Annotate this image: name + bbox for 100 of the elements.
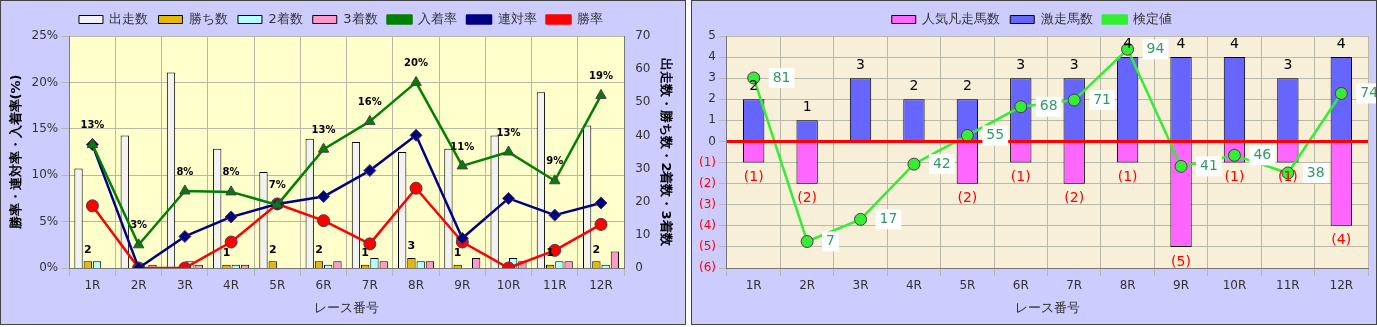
data-label: 17 <box>879 210 898 227</box>
y2-tick-label: 60 <box>635 61 651 76</box>
x-tick-label: 8R <box>1119 278 1136 293</box>
legend-label: 人気凡走馬数 <box>922 10 1001 26</box>
x-tick-label: 1R <box>84 278 101 293</box>
y-tick-label: (4) <box>699 217 716 232</box>
y-tick-label: 10% <box>31 167 59 182</box>
x-tick-label: 12R <box>589 278 613 293</box>
data-label: 4 <box>1336 34 1346 51</box>
data-label: (1) <box>1010 168 1031 185</box>
y-tick-label: 4 <box>708 49 716 64</box>
y2-tick-label: 40 <box>635 127 651 142</box>
legend-label: 出走数 <box>109 10 149 26</box>
x-tick-label: 11R <box>542 278 567 293</box>
y-tick-label: (5) <box>699 239 716 254</box>
y-tick-label: 0% <box>39 260 59 275</box>
y2-tick-label: 70 <box>635 28 651 43</box>
data-label: 2 <box>962 76 972 93</box>
data-label: 71 <box>1093 90 1112 107</box>
data-label: (2) <box>957 189 978 206</box>
legend-label: 連対率 <box>497 10 537 26</box>
data-label: 3 <box>1283 55 1293 72</box>
x-tick-label: 10R <box>496 278 521 293</box>
x-tick-label: 2R <box>799 278 816 293</box>
x-tick-label: 6R <box>1012 278 1029 293</box>
data-label: (2) <box>797 189 818 206</box>
y2-tick-label: 20 <box>635 193 651 208</box>
data-label: 4 <box>1230 34 1239 51</box>
data-label: 2 <box>315 242 323 256</box>
y-tick-label: 3 <box>708 70 716 85</box>
x-axis-title: レース番号 <box>314 299 380 315</box>
data-label: 94 <box>1146 39 1165 56</box>
x-tick-label: 5R <box>269 278 286 293</box>
legend-label: 勝率 <box>577 10 604 26</box>
y2-tick-label: 30 <box>635 160 651 175</box>
y-tick-label: 25% <box>31 28 59 43</box>
data-label: 41 <box>1200 157 1218 173</box>
legend-label: 検定値 <box>1133 10 1173 26</box>
x-tick-label: 8R <box>408 278 425 293</box>
y-axis-title: 勝率・連対率・入着率(%) <box>8 74 24 231</box>
y-tick-label: 5 <box>708 28 716 43</box>
x-tick-label: 4R <box>223 278 240 293</box>
x-tick-label: 7R <box>1066 278 1083 293</box>
legend-label: 勝ち数 <box>188 10 228 26</box>
x-tick-label: 1R <box>745 278 762 293</box>
data-label: 55 <box>986 126 1005 143</box>
y2-tick-label: 50 <box>635 94 651 109</box>
y-tick-label: 2 <box>708 91 716 106</box>
data-label: (4) <box>1331 231 1352 248</box>
data-label: 38 <box>1306 163 1325 180</box>
y-tick-label: 20% <box>31 74 59 89</box>
legend-label: 2着数 <box>268 10 303 26</box>
y-tick-label: 15% <box>31 120 59 135</box>
legend-label: 激走馬数 <box>1040 10 1093 26</box>
data-label: 2 <box>749 76 759 93</box>
data-label: 3% <box>130 219 148 231</box>
x-tick-label: 9R <box>1173 278 1190 293</box>
data-label: 81 <box>772 68 791 85</box>
data-label: (1) <box>743 168 764 185</box>
data-label: 68 <box>1039 97 1058 114</box>
x-tick-label: 12R <box>1329 278 1354 293</box>
data-label: 4 <box>1176 34 1186 51</box>
data-label: (5) <box>1171 252 1191 269</box>
y2-tick-label: 0 <box>635 260 643 275</box>
y-tick-label: (2) <box>699 175 716 190</box>
data-label: 13% <box>496 126 521 138</box>
y-tick-label: (6) <box>699 260 716 275</box>
legend-label: 入着率 <box>418 10 458 26</box>
x-tick-label: 5R <box>959 278 976 293</box>
legend-label: 3着数 <box>343 10 378 26</box>
data-label: 1 <box>453 246 462 260</box>
data-label: 13% <box>311 123 336 135</box>
x-axis-title: レース番号 <box>1015 299 1080 315</box>
data-label: 2 <box>83 242 92 256</box>
y-tick-label: 0 <box>708 133 716 148</box>
data-label: 3 <box>407 239 416 253</box>
data-label: 1 <box>222 246 231 260</box>
data-label: 2 <box>909 76 919 93</box>
data-label: 20% <box>404 56 429 68</box>
data-label: (1) <box>1224 168 1245 185</box>
x-tick-label: 6R <box>315 278 332 293</box>
x-tick-label: 3R <box>176 278 193 293</box>
x-tick-label: 7R <box>361 278 378 293</box>
data-label: 1 <box>802 98 812 114</box>
y-tick-label: (3) <box>699 196 716 211</box>
data-label: 3 <box>1016 55 1026 72</box>
data-label: 13% <box>80 119 105 131</box>
y2-tick-label: 10 <box>635 226 651 241</box>
y-tick-label: 5% <box>39 213 59 228</box>
x-tick-label: 9R <box>454 278 471 293</box>
data-label: 7% <box>268 179 286 191</box>
data-label: (1) <box>1117 168 1138 185</box>
data-label: 1 <box>361 246 370 260</box>
data-label: 2 <box>268 242 277 256</box>
x-tick-label: 11R <box>1276 278 1300 293</box>
y-tick-label: 1 <box>708 112 716 127</box>
y2-axis-title: 出走数・勝ち数・2着数・3着数 <box>658 58 674 247</box>
x-tick-label: 2R <box>130 278 147 293</box>
data-label: 8% <box>222 166 240 178</box>
data-label: 9% <box>546 155 564 167</box>
